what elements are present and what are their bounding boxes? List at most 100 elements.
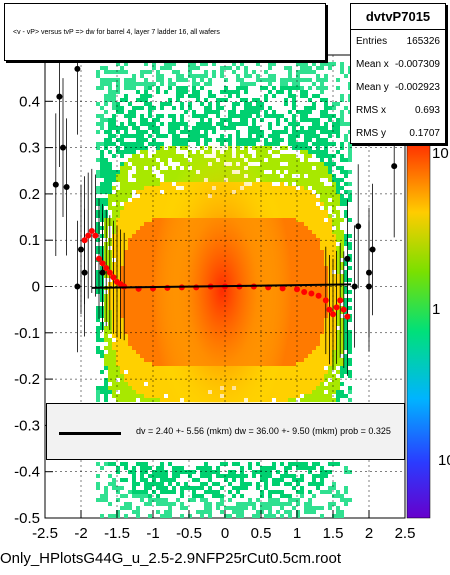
density-cell bbox=[232, 122, 236, 126]
density-cell bbox=[124, 374, 128, 378]
density-cell bbox=[156, 86, 160, 90]
density-cell bbox=[156, 226, 160, 230]
density-cell bbox=[116, 314, 120, 318]
density-cell bbox=[96, 190, 100, 194]
density-cell bbox=[140, 242, 144, 246]
density-cell bbox=[304, 198, 308, 202]
density-cell bbox=[228, 474, 232, 478]
density-cell bbox=[272, 138, 276, 142]
density-cell bbox=[168, 174, 172, 178]
density-cell bbox=[96, 74, 100, 78]
density-cell bbox=[176, 154, 180, 158]
density-cell bbox=[304, 270, 308, 274]
x-tick-label: -1 bbox=[146, 525, 159, 542]
density-cell bbox=[180, 506, 184, 510]
density-cell bbox=[308, 354, 312, 358]
density-cell bbox=[120, 110, 124, 114]
density-cell bbox=[256, 486, 260, 490]
density-cell bbox=[328, 346, 332, 350]
density-cell bbox=[176, 94, 180, 98]
density-cell bbox=[192, 498, 196, 502]
density-cell bbox=[140, 122, 144, 126]
density-cell bbox=[104, 330, 108, 334]
density-cell bbox=[304, 118, 308, 122]
density-cell bbox=[276, 178, 280, 182]
density-cell bbox=[320, 246, 324, 250]
density-cell bbox=[328, 382, 332, 386]
density-cell bbox=[156, 114, 160, 118]
density-cell bbox=[316, 178, 320, 182]
density-cell bbox=[148, 214, 152, 218]
density-cell bbox=[268, 114, 272, 118]
density-cell bbox=[292, 86, 296, 90]
density-cell bbox=[304, 286, 308, 290]
density-cell bbox=[308, 218, 312, 222]
density-cell bbox=[132, 358, 136, 362]
density-cell bbox=[236, 134, 240, 138]
density-cell bbox=[164, 386, 168, 390]
density-cell bbox=[252, 118, 256, 122]
density-cell bbox=[120, 234, 124, 238]
density-cell bbox=[100, 118, 104, 122]
density-cell bbox=[160, 398, 164, 402]
density-cell bbox=[136, 190, 140, 194]
density-cell bbox=[292, 270, 296, 274]
density-cell bbox=[316, 162, 320, 166]
density-cell bbox=[124, 494, 128, 498]
density-cell bbox=[296, 70, 300, 74]
density-cell bbox=[244, 70, 248, 74]
density-cell bbox=[200, 122, 204, 126]
density-cell bbox=[124, 310, 128, 314]
density-cell bbox=[152, 222, 156, 226]
density-cell bbox=[136, 230, 140, 234]
density-cell bbox=[156, 198, 160, 202]
density-cell bbox=[300, 190, 304, 194]
density-cell bbox=[140, 182, 144, 186]
density-cell bbox=[128, 290, 132, 294]
density-cell bbox=[324, 62, 328, 66]
density-cell bbox=[288, 330, 292, 334]
density-cell bbox=[156, 90, 160, 94]
density-cell bbox=[292, 462, 296, 466]
density-cell bbox=[300, 294, 304, 298]
density-cell bbox=[336, 166, 340, 170]
density-cell bbox=[328, 314, 332, 318]
density-cell bbox=[144, 314, 148, 318]
density-cell bbox=[180, 106, 184, 110]
density-cell bbox=[300, 202, 304, 206]
density-cell bbox=[120, 186, 124, 190]
density-cell bbox=[180, 90, 184, 94]
density-cell bbox=[160, 202, 164, 206]
density-cell bbox=[268, 498, 272, 502]
density-cell bbox=[216, 106, 220, 110]
density-cell bbox=[340, 198, 344, 202]
density-cell bbox=[204, 490, 208, 494]
profile-point bbox=[326, 306, 333, 313]
density-cell bbox=[96, 198, 100, 202]
density-cell bbox=[100, 338, 104, 342]
density-cell bbox=[136, 90, 140, 94]
density-cell bbox=[136, 370, 140, 374]
density-cell bbox=[112, 378, 116, 382]
density-cell bbox=[132, 298, 136, 302]
density-cell bbox=[120, 478, 124, 482]
density-cell bbox=[292, 258, 296, 262]
density-cell bbox=[140, 234, 144, 238]
density-cell bbox=[348, 370, 352, 374]
density-cell bbox=[148, 318, 152, 322]
density-cell bbox=[328, 318, 332, 322]
density-cell bbox=[308, 210, 312, 214]
density-cell bbox=[320, 218, 324, 222]
density-cell bbox=[124, 342, 128, 346]
density-cell bbox=[336, 358, 340, 362]
density-cell bbox=[132, 278, 136, 282]
density-cell bbox=[240, 466, 244, 470]
density-cell bbox=[152, 394, 156, 398]
density-cell bbox=[180, 162, 184, 166]
density-cell bbox=[124, 190, 128, 194]
density-cell bbox=[256, 106, 260, 110]
density-cell bbox=[336, 222, 340, 226]
density-cell bbox=[96, 346, 100, 350]
density-cell bbox=[96, 390, 100, 394]
density-cell bbox=[304, 350, 308, 354]
